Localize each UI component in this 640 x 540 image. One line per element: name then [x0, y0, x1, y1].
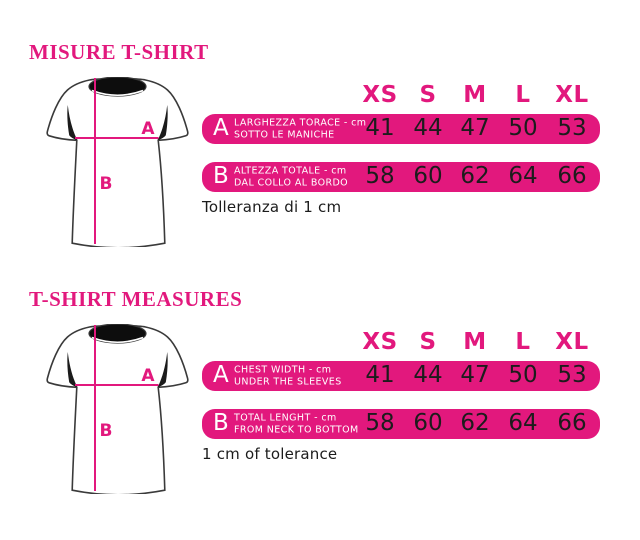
tolerance-note: Tolleranza di 1 cm — [202, 198, 342, 216]
row-value: 60 — [413, 410, 443, 437]
section-title-italian: MISURE T-SHIRT — [29, 40, 209, 64]
row-description: TOTAL LENGHT - cm FROM NECK TO BOTTOM — [234, 413, 359, 436]
row-description: LARGHEZZA TORACE - cm SOTTO LE MANICHE — [234, 118, 366, 141]
row-value: 58 — [365, 410, 395, 437]
row-description-line1: LARGHEZZA TORACE - cm — [234, 117, 367, 129]
row-value: 62 — [460, 163, 490, 190]
size-label-xs: XS — [362, 329, 398, 355]
size-label-l: L — [515, 329, 531, 355]
row-description-line2: DAL COLLO AL BORDO — [234, 177, 349, 188]
measure-b-label: B — [100, 174, 113, 194]
size-label-m: M — [463, 82, 487, 108]
row-description: CHEST WIDTH - cm UNDER THE SLEEVES — [234, 365, 342, 388]
left-armpit-shadow — [67, 105, 78, 141]
row-description-line1: ALTEZZA TOTALE - cm — [234, 165, 347, 177]
row-value: 66 — [557, 410, 587, 437]
row-letter-badge: A — [213, 362, 229, 389]
section-english: T-SHIRT MEASURES A B XS S M L XL A — [0, 247, 640, 494]
measure-row-b: B TOTAL LENGHT - cm FROM NECK TO BOTTOM … — [202, 409, 600, 439]
section-title-english: T-SHIRT MEASURES — [29, 287, 243, 311]
row-description: ALTEZZA TOTALE - cm DAL COLLO AL BORDO — [234, 166, 348, 189]
row-description-line1: TOTAL LENGHT - cm — [234, 412, 337, 424]
row-description-line2: FROM NECK TO BOTTOM — [234, 424, 359, 435]
measure-b-label: B — [100, 421, 113, 441]
row-value: 62 — [460, 410, 490, 437]
row-value: 41 — [365, 362, 395, 389]
row-description-line1: CHEST WIDTH - cm — [234, 364, 332, 376]
size-table-italian: XS S M L XL A LARGHEZZA TORACE - cm SOTT… — [202, 0, 600, 247]
tshirt-outline — [46, 77, 189, 247]
row-value: 60 — [413, 163, 443, 190]
collar-rim — [91, 336, 144, 344]
measure-a-label: A — [141, 119, 155, 139]
measure-row-b: B ALTEZZA TOTALE - cm DAL COLLO AL BORDO… — [202, 162, 600, 192]
size-header-row: XS S M L XL — [202, 329, 600, 355]
row-value: 53 — [557, 362, 587, 389]
size-label-xs: XS — [362, 82, 398, 108]
size-label-s: S — [419, 82, 437, 108]
row-value: 66 — [557, 163, 587, 190]
row-value: 50 — [508, 115, 538, 142]
row-value: 50 — [508, 362, 538, 389]
right-armpit-shadow — [157, 105, 168, 141]
row-letter-badge: A — [213, 115, 229, 142]
size-label-xl: XL — [555, 82, 589, 108]
row-description-line2: SOTTO LE MANICHE — [234, 129, 335, 140]
size-label-m: M — [463, 329, 487, 355]
row-value: 53 — [557, 115, 587, 142]
row-letter-badge: B — [213, 163, 229, 190]
tshirt-outline — [46, 324, 189, 494]
row-value: 64 — [508, 163, 538, 190]
collar-rim — [91, 89, 144, 97]
row-letter-badge: B — [213, 410, 229, 437]
measure-row-a: A CHEST WIDTH - cm UNDER THE SLEEVES 41 … — [202, 361, 600, 391]
section-italian: MISURE T-SHIRT A B XS S M L XL A — [0, 0, 640, 247]
size-header-row: XS S M L XL — [202, 82, 600, 108]
row-value: 58 — [365, 163, 395, 190]
size-label-s: S — [419, 329, 437, 355]
measure-row-a: A LARGHEZZA TORACE - cm SOTTO LE MANICHE… — [202, 114, 600, 144]
tolerance-note: 1 cm of tolerance — [202, 445, 338, 463]
left-armpit-shadow — [67, 352, 78, 388]
right-armpit-shadow — [157, 352, 168, 388]
size-label-l: L — [515, 82, 531, 108]
tshirt-diagram: A B — [46, 324, 189, 494]
row-value: 64 — [508, 410, 538, 437]
row-value: 47 — [460, 115, 490, 142]
row-value: 44 — [413, 362, 443, 389]
size-label-xl: XL — [555, 329, 589, 355]
row-value: 44 — [413, 115, 443, 142]
row-description-line2: UNDER THE SLEEVES — [234, 376, 342, 387]
tshirt-diagram: A B — [46, 77, 189, 247]
row-value: 41 — [365, 115, 395, 142]
row-value: 47 — [460, 362, 490, 389]
measure-a-label: A — [141, 366, 155, 386]
size-table-english: XS S M L XL A CHEST WIDTH - cm UNDER THE… — [202, 247, 600, 494]
